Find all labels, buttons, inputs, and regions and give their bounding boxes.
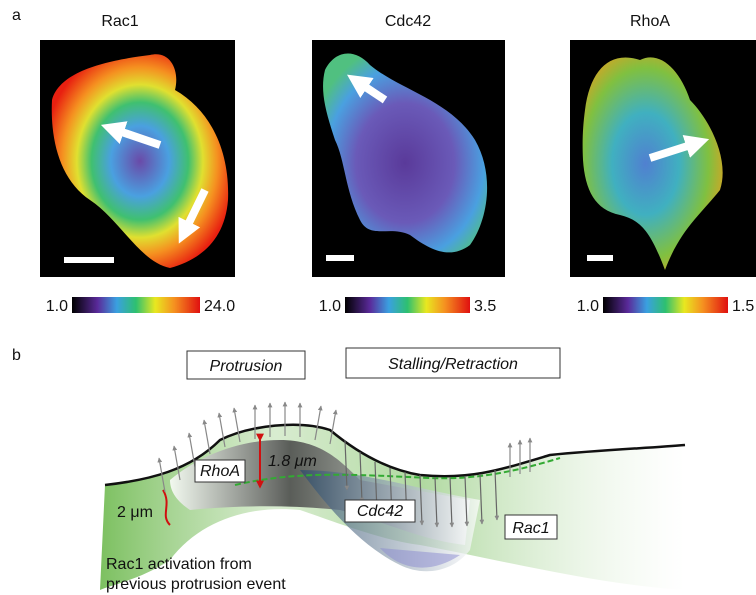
phase-label: Stalling/Retraction [388,356,518,373]
height-label: 1.8 μm [268,453,317,470]
colorbar-max: 3.5 [474,298,496,315]
region-label: Rac1 [512,520,549,537]
colorbar-max: 24.0 [204,298,235,315]
colorbar-min: 1.0 [46,298,68,315]
phase-label: Protrusion [210,358,283,375]
force-arrow [204,420,210,454]
image-title: RhoA [630,13,670,30]
region-label: Cdc42 [357,503,403,520]
caption: Rac1 activation from [106,556,252,573]
region-label: RhoA [200,463,240,480]
colorbar [345,297,470,313]
image-title: Rac1 [101,13,138,30]
colorbar-min: 1.0 [577,298,599,315]
colorbar-max: 1.5 [732,298,754,315]
colorbar [72,297,200,313]
panel-label: a [12,7,21,24]
panel-label: b [12,347,21,364]
colorbar-min: 1.0 [319,298,341,315]
figure: a b Protrusion Stalling/Retraction RhoA … [0,0,756,595]
width-label: 2 μm [117,504,153,521]
colorbar [603,297,728,313]
caption: previous protrusion event [106,576,286,593]
image-title: Cdc42 [385,13,431,30]
